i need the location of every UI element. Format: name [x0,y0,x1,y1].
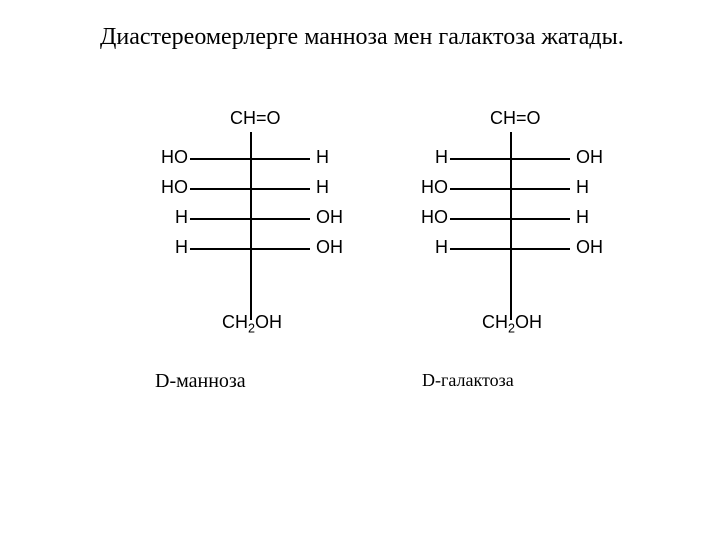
substituent-right: H [576,177,589,198]
substituent-right: H [316,147,329,168]
bond-line [190,158,310,160]
bond-line [450,248,570,250]
label-galactose: D-галактоза [422,370,514,391]
substituent-left: HO [154,177,188,198]
bond-line [190,248,310,250]
substituent-right: H [316,177,329,198]
label-mannose: D-манноза [155,370,246,393]
fischer-mannose: CH=OHOHHOHHOHHOHCH2OH [140,110,360,350]
bond-line [450,188,570,190]
bond-line [450,158,570,160]
bond-line [450,218,570,220]
substituent-right: OH [576,237,603,258]
bottom-group: CH2OH [482,312,542,336]
substituent-left: HO [414,177,448,198]
bottom-group: CH2OH [222,312,282,336]
substituent-left: HO [154,147,188,168]
substituent-left: H [154,207,188,228]
backbone-line [510,132,512,320]
page-title: Диастереомерлерге манноза мен галактоза … [100,24,624,51]
bond-line [190,188,310,190]
substituent-left: H [414,147,448,168]
substituent-right: OH [316,207,343,228]
top-group: CH=O [490,108,541,129]
top-group: CH=O [230,108,281,129]
structure-galactose: CH=OHOHHOHHOHHOHCH2OH [400,110,620,350]
substituent-right: OH [576,147,603,168]
substituent-right: H [576,207,589,228]
substituent-right: OH [316,237,343,258]
substituent-left: H [154,237,188,258]
substituent-left: HO [414,207,448,228]
bond-line [190,218,310,220]
substituent-left: H [414,237,448,258]
structure-mannose: CH=OHOHHOHHOHHOHCH2OH [140,110,360,350]
fischer-galactose: CH=OHOHHOHHOHHOHCH2OH [400,110,620,350]
backbone-line [250,132,252,320]
